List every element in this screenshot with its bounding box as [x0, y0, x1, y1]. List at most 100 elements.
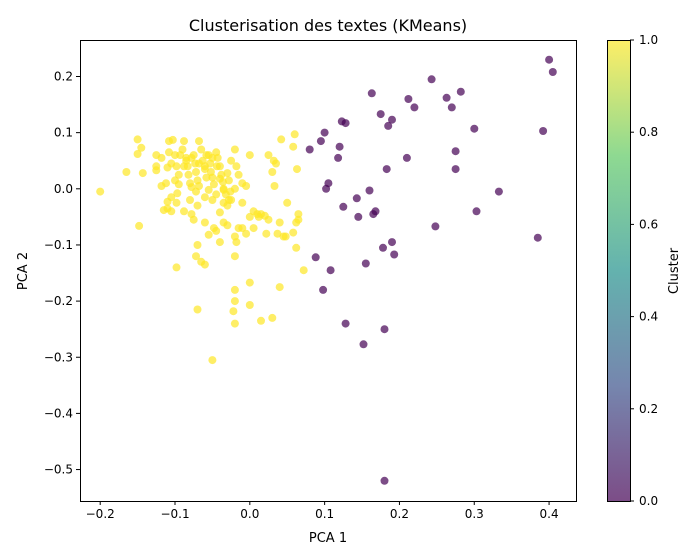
x-axis-ticks: −0.2 −0.1 0.0 0.1 0.2 0.3 0.4 [86, 501, 559, 521]
data-point-cluster-1 [275, 218, 284, 227]
data-point-cluster-0 [367, 89, 376, 98]
data-point-cluster-0 [548, 68, 557, 76]
data-point-cluster-0 [456, 87, 465, 96]
colorbar-tick-label: 0.2 [639, 402, 658, 416]
data-point-cluster-1 [180, 207, 188, 216]
x-tick-label: −0.2 [86, 507, 115, 521]
data-point-cluster-0 [320, 128, 329, 137]
data-point-cluster-0 [447, 103, 456, 112]
colorbar-ticks: 0.0 0.2 0.4 0.6 0.8 1.0 [630, 33, 658, 508]
data-point-cluster-1 [212, 162, 221, 171]
data-point-cluster-0 [326, 266, 335, 275]
data-point-cluster-0 [352, 194, 361, 203]
data-point-cluster-1 [172, 198, 181, 207]
data-point-cluster-1 [212, 190, 221, 199]
colorbar-label: Cluster [667, 247, 682, 294]
data-point-cluster-0 [410, 103, 419, 112]
data-point-cluster-1 [270, 182, 279, 190]
x-tick-label: 0.2 [390, 507, 409, 521]
x-axis-label: PCA 1 [309, 531, 347, 546]
data-point-cluster-1 [180, 137, 188, 146]
data-point-cluster-1 [234, 170, 243, 179]
data-point-cluster-1 [293, 165, 301, 174]
data-point-cluster-1 [138, 169, 147, 178]
data-point-cluster-0 [451, 165, 460, 174]
data-point-cluster-1 [264, 215, 273, 224]
data-point-cluster-1 [242, 182, 251, 190]
y-tick-label: −0.3 [44, 350, 73, 364]
data-point-cluster-0 [533, 233, 542, 242]
data-point-cluster-0 [442, 93, 451, 102]
x-tick-label: 0.4 [540, 507, 559, 521]
data-point-cluster-1 [272, 159, 280, 168]
data-point-cluster-0 [431, 222, 440, 231]
data-point-cluster-1 [290, 130, 299, 139]
data-point-cluster-1 [215, 208, 224, 217]
colorbar: 0.0 0.2 0.4 0.6 0.8 1.0 Cluster [607, 33, 682, 508]
data-point-cluster-1 [283, 198, 292, 207]
data-point-cluster-0 [470, 124, 479, 133]
data-point-cluster-1 [223, 201, 232, 210]
data-point-cluster-1 [209, 180, 218, 189]
data-point-cluster-0 [404, 95, 413, 103]
data-point-cluster-1 [200, 162, 209, 171]
plot-frame [80, 40, 577, 502]
y-tick-label: −0.5 [44, 463, 73, 477]
data-point-cluster-1 [200, 260, 209, 269]
data-point-cluster-1 [245, 301, 254, 309]
data-point-cluster-0 [316, 137, 325, 146]
data-point-cluster-1 [232, 162, 241, 171]
data-point-cluster-1 [230, 145, 239, 154]
data-point-cluster-1 [245, 151, 254, 160]
data-point-cluster-0 [365, 186, 374, 195]
data-point-cluster-1 [224, 176, 233, 185]
data-point-cluster-1 [200, 193, 209, 202]
data-point-cluster-1 [275, 283, 284, 292]
y-axis-ticks: −0.5 −0.4 −0.3 −0.2 −0.1 0.0 0.1 0.2 [44, 69, 80, 477]
data-point-cluster-0 [388, 238, 396, 247]
y-tick-label: 0.0 [54, 182, 73, 196]
data-point-cluster-1 [268, 168, 277, 176]
data-point-cluster-1 [172, 263, 181, 272]
data-point-cluster-1 [192, 187, 200, 196]
data-point-cluster-1 [152, 166, 161, 175]
data-point-cluster-0 [305, 145, 314, 154]
data-point-cluster-0 [380, 476, 389, 485]
data-point-cluster-0 [427, 75, 436, 84]
data-point-cluster-1 [219, 218, 228, 227]
data-point-cluster-1 [202, 151, 211, 160]
data-point-cluster-1 [189, 215, 198, 224]
y-tick-label: 0.2 [54, 69, 73, 83]
data-point-cluster-0 [494, 187, 503, 196]
data-point-cluster-1 [268, 313, 277, 322]
data-point-cluster-1 [200, 218, 209, 227]
data-point-cluster-1 [193, 201, 202, 210]
data-point-cluster-1 [230, 285, 239, 294]
data-point-cluster-1 [192, 168, 200, 176]
data-point-cluster-1 [215, 174, 224, 183]
data-point-cluster-1 [122, 168, 131, 176]
data-point-cluster-1 [230, 297, 239, 306]
data-point-cluster-1 [187, 153, 196, 162]
data-point-cluster-1 [215, 238, 224, 247]
data-point-cluster-1 [245, 212, 254, 221]
data-point-cluster-1 [230, 184, 239, 193]
data-point-cluster-1 [209, 224, 218, 233]
data-point-cluster-0 [341, 319, 350, 328]
colorbar-frame [607, 40, 631, 502]
x-tick-label: 0.0 [240, 507, 259, 521]
data-point-cluster-1 [249, 224, 258, 233]
data-point-cluster-1 [227, 156, 236, 165]
data-point-cluster-0 [339, 202, 348, 211]
data-point-cluster-1 [163, 204, 172, 213]
data-point-cluster-1 [273, 229, 282, 238]
data-point-cluster-1 [289, 228, 298, 237]
data-point-cluster-1 [230, 252, 239, 261]
data-point-cluster-1 [174, 170, 183, 179]
data-point-cluster-0 [451, 147, 460, 156]
data-point-cluster-1 [133, 135, 142, 144]
data-point-cluster-1 [173, 189, 182, 198]
data-point-cluster-0 [334, 153, 343, 162]
colorbar-tick-label: 0.8 [639, 125, 658, 139]
